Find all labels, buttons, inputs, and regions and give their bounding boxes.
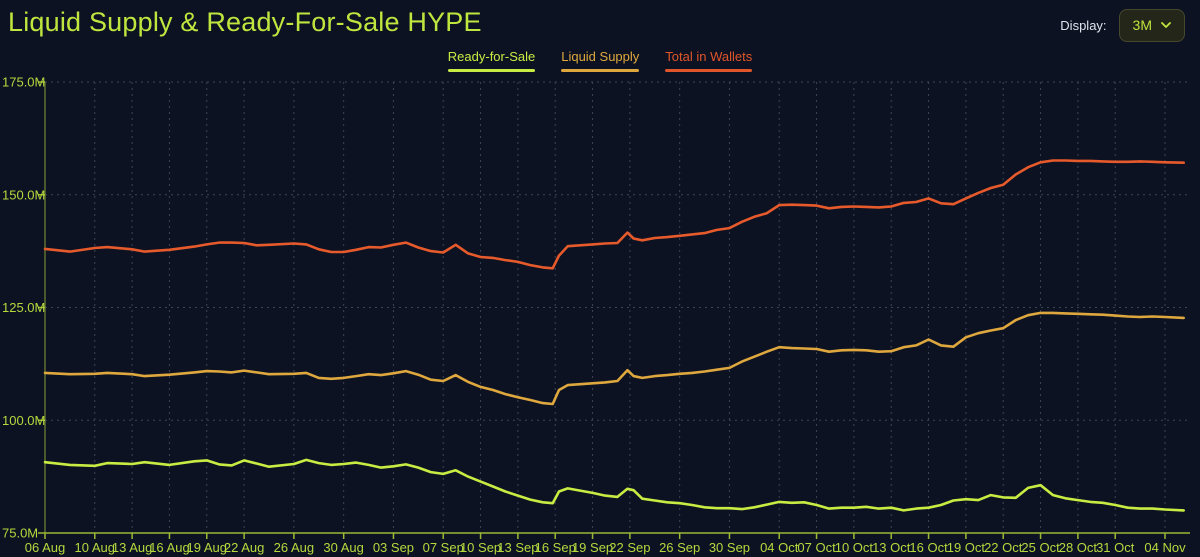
display-range-control: Display: 3M [1060,8,1185,42]
range-dropdown-value: 3M [1132,17,1152,33]
legend-label: Ready-for-Sale [447,49,536,64]
x-tick-label: 10 Sep [460,540,501,555]
x-tick-label: 16 Oct [909,540,948,555]
gridlines [45,81,1190,533]
chevron-down-icon [1161,22,1171,28]
x-tick-label: 22 Sep [609,540,650,555]
x-tick-label: 10 Aug [75,540,116,555]
x-tick-label: 07 Oct [797,540,836,555]
x-tick-label: 04 Oct [760,540,799,555]
series-liquid-supply [43,311,1185,406]
legend-color-bar [447,69,536,72]
y-tick-label: 75.0M [2,526,38,541]
x-tick-label: 19 Oct [947,540,986,555]
x-tick-label: 30 Sep [709,540,750,555]
y-tick-label: 100.0M [2,413,45,428]
legend-color-bar [561,69,640,72]
x-tick-label: 16 Sep [535,540,576,555]
x-tick-label: 22 Aug [224,540,265,555]
x-tick-label: 06 Aug [25,540,66,555]
series-ready-for-sale [43,458,1185,512]
x-tick-label: 03 Sep [373,540,414,555]
x-tick-label: 19 Aug [187,540,228,555]
x-tick-label: 04 Nov [1144,540,1186,555]
x-tick-label: 13 Sep [497,540,538,555]
legend-item-ready-for-sale[interactable]: Ready-for-Sale [447,49,536,72]
x-tick-label: 07 Sep [423,540,464,555]
x-tick-label: 10 Oct [835,540,874,555]
x-tick-label: 31 Oct [1096,540,1135,555]
legend-label: Liquid Supply [561,49,640,64]
x-tick-label: 13 Oct [872,540,911,555]
display-label: Display: [1060,17,1107,33]
x-tick-label: 19 Sep [572,540,613,555]
chart-legend: Ready-for-Sale Liquid Supply Total in Wa… [0,49,1200,72]
x-tick-label: 22 Oct [984,540,1023,555]
legend-item-liquid-supply[interactable]: Liquid Supply [561,49,640,72]
legend-item-total-in-wallets[interactable]: Total in Wallets [665,49,753,72]
range-dropdown[interactable]: 3M [1118,8,1185,42]
y-tick-label: 175.0M [2,75,45,90]
y-tick-label: 150.0M [2,187,45,202]
x-tick-label: 13 Aug [112,540,153,555]
x-tick-label: 28 Oct [1059,540,1098,555]
series-total-in-wallets [43,159,1185,270]
page-title: Liquid Supply & Ready-For-Sale HYPE [8,7,482,37]
y-axis-labels: 75.0M 100.0M 125.0M 150.0M 175.0M [2,75,45,541]
x-tick-label: 26 Aug [274,540,315,555]
legend-color-bar [665,69,753,72]
x-tick-label: 26 Sep [659,540,700,555]
x-tick-label: 25 Oct [1021,540,1060,555]
legend-label: Total in Wallets [665,49,753,64]
x-tick-label: 30 Aug [323,540,364,555]
x-tick-label: 16 Aug [149,540,190,555]
y-tick-label: 125.0M [2,300,45,315]
